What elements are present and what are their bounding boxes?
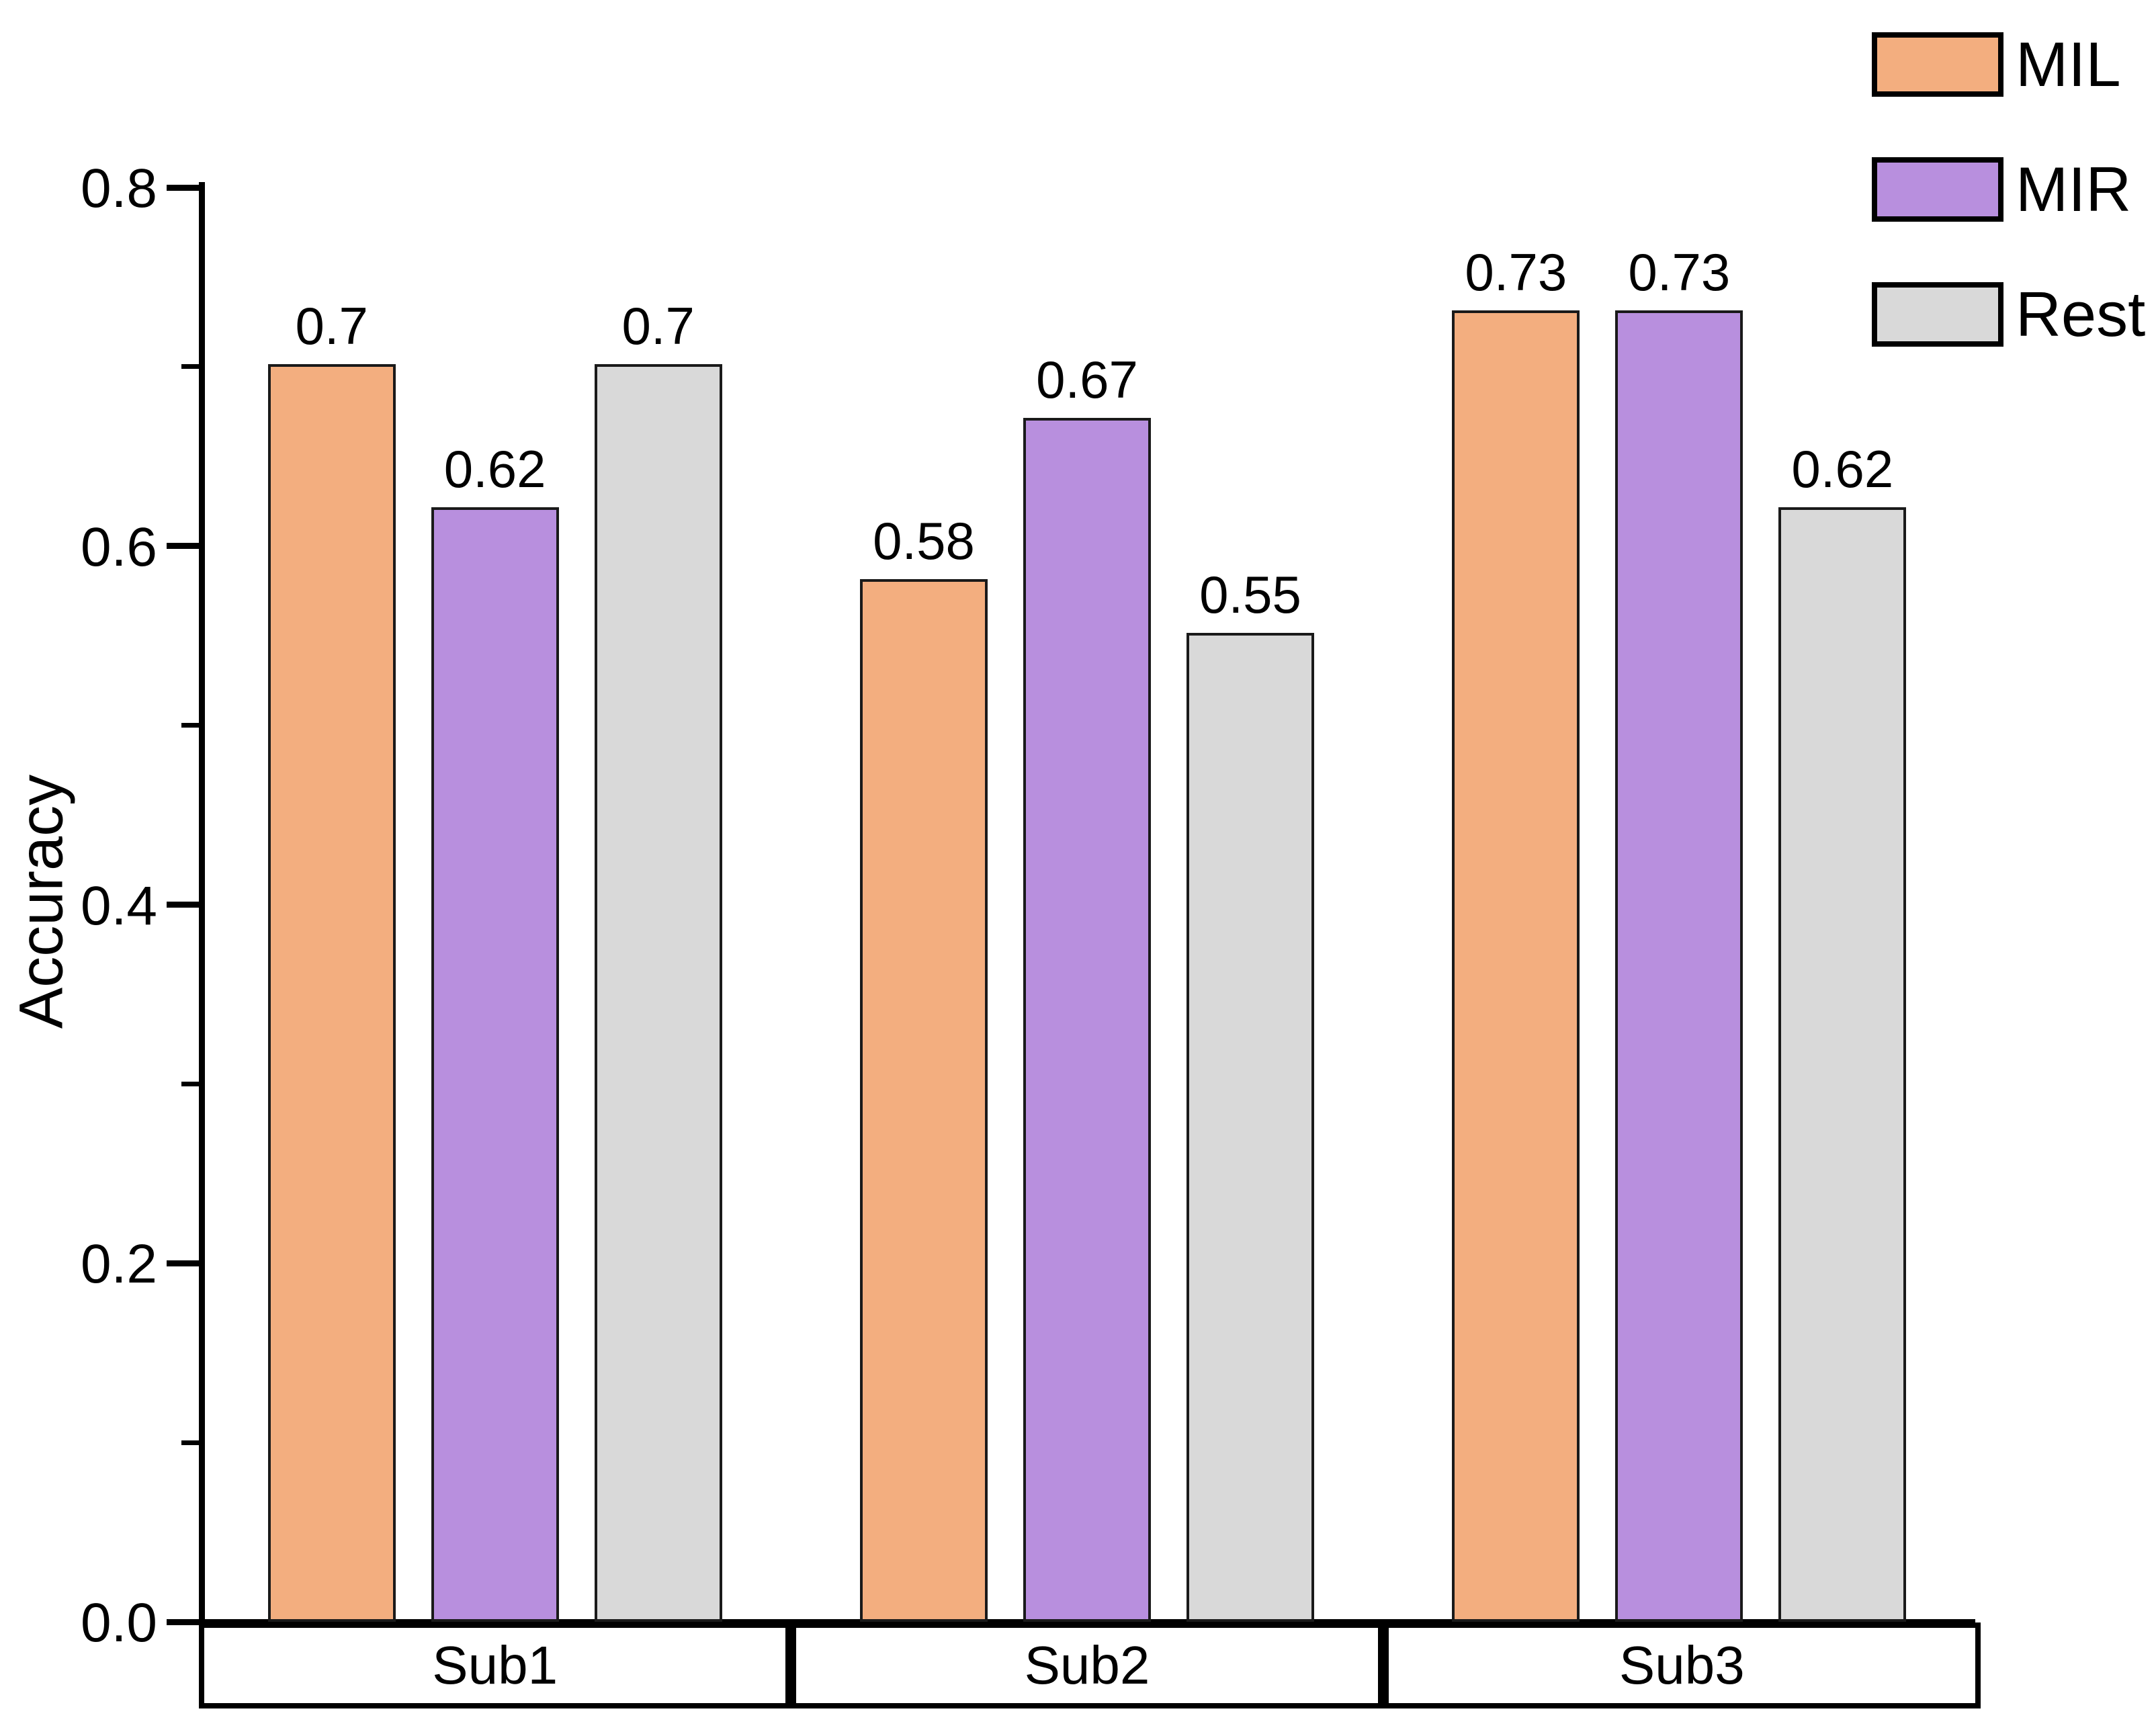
category-cell-sub1: Sub1	[199, 1622, 791, 1708]
bar-mil-sub3	[1452, 310, 1580, 1622]
bar-value-label: 0.67	[1036, 349, 1138, 409]
y-tick-label: 0.6	[81, 516, 157, 578]
bar-rest-sub1	[594, 363, 722, 1622]
y-tick-label: 0.0	[81, 1592, 157, 1653]
y-minor-tick	[181, 364, 199, 370]
bar-mil-sub2	[860, 579, 988, 1622]
legend-swatch-mil	[1872, 32, 2003, 97]
y-tick-label: 0.2	[81, 1233, 157, 1295]
category-cell-sub2: Sub2	[791, 1622, 1383, 1708]
y-major-tick	[167, 1260, 199, 1266]
y-axis-line	[199, 182, 205, 1625]
legend-item-rest: Rest	[1872, 278, 2145, 351]
legend-label: MIR	[2016, 154, 2132, 224]
bar-mir-sub2	[1023, 417, 1151, 1622]
category-label: Sub2	[1024, 1635, 1150, 1695]
bar-value-label: 0.73	[1465, 242, 1567, 302]
legend-swatch-mir	[1872, 157, 2003, 222]
category-cell-sub3: Sub3	[1383, 1622, 1981, 1708]
y-major-tick	[167, 184, 199, 191]
y-major-tick	[167, 1618, 199, 1625]
legend-item-mir: MIR	[1872, 153, 2131, 226]
y-major-tick	[167, 902, 199, 908]
bar-rest-sub2	[1187, 633, 1314, 1622]
legend-swatch-rest	[1872, 282, 2003, 347]
legend-label: Rest	[2016, 279, 2146, 349]
bar-mir-sub1	[431, 507, 559, 1622]
legend-item-mil: MIL	[1872, 28, 2121, 101]
bar-value-label: 0.58	[873, 511, 975, 571]
y-minor-tick	[181, 723, 199, 728]
bar-value-label: 0.73	[1628, 242, 1731, 302]
bar-rest-sub3	[1778, 507, 1907, 1622]
bar-value-label: 0.55	[1199, 565, 1301, 625]
x-axis-line	[199, 1619, 1975, 1625]
y-tick-label: 0.8	[81, 158, 157, 219]
bar-mir-sub3	[1615, 310, 1743, 1622]
legend-label: MIL	[2016, 29, 2121, 99]
y-axis-title: Accuracy	[7, 774, 76, 1029]
bar-value-label: 0.62	[443, 439, 546, 499]
y-minor-tick	[181, 1081, 199, 1086]
bar-value-label: 0.62	[1791, 439, 1894, 499]
bar-mil-sub1	[267, 363, 396, 1622]
category-label: Sub1	[432, 1635, 558, 1695]
category-label: Sub3	[1619, 1635, 1745, 1695]
y-tick-label: 0.4	[81, 875, 157, 937]
y-major-tick	[167, 543, 199, 550]
bar-value-label: 0.7	[295, 296, 368, 355]
bar-value-label: 0.7	[621, 296, 695, 355]
y-minor-tick	[181, 1440, 199, 1445]
